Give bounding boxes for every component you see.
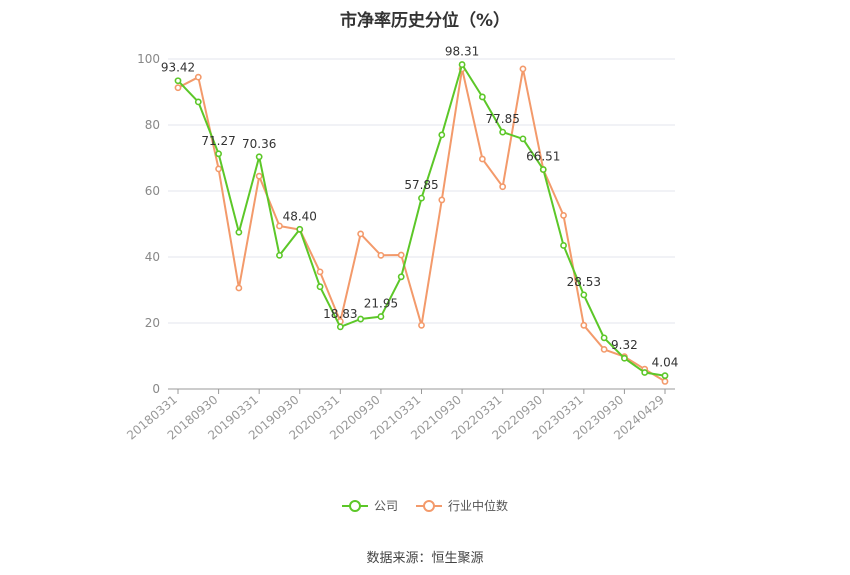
- data-point-company: [418, 194, 425, 202]
- data-point-industry: [519, 65, 527, 73]
- data-label: 70.36: [242, 137, 276, 151]
- data-label: 28.53: [567, 275, 601, 289]
- data-point-industry: [397, 251, 405, 259]
- data-point-company: [316, 283, 324, 291]
- data-point-company: [215, 150, 222, 158]
- y-tick-label: 0: [152, 382, 160, 396]
- data-point-industry: [600, 345, 608, 353]
- data-point-company: [478, 93, 486, 101]
- data-point-industry: [580, 321, 588, 329]
- data-label: 66.51: [526, 150, 560, 164]
- data-label: 71.27: [201, 134, 235, 148]
- data-point-company: [174, 77, 182, 85]
- data-point-industry: [357, 230, 365, 238]
- data-label: 77.85: [485, 112, 519, 126]
- data-label: 93.42: [161, 61, 195, 75]
- data-point-company: [377, 313, 385, 320]
- data-label: 48.40: [283, 209, 317, 223]
- data-point-industry: [499, 183, 507, 191]
- data-label: 18.83: [323, 307, 357, 321]
- legend-industry-symbol: [416, 499, 442, 513]
- legend-item-company[interactable]: 公司: [341, 497, 398, 514]
- data-point-company: [194, 98, 202, 106]
- axes: 0204060801002018033120180930201903312019…: [124, 52, 675, 443]
- data-point-industry: [235, 284, 243, 292]
- data-point-industry: [174, 84, 182, 92]
- data-source-note: 数据来源：恒生聚源: [366, 551, 484, 566]
- data-point-company: [519, 135, 527, 143]
- data-labels: 93.42 71.27 70.36 48.40 18.83 21.95 57.85 98.31…: [161, 45, 679, 370]
- data-point-industry: [478, 155, 486, 163]
- data-point-company: [357, 315, 365, 323]
- data-point-company: [600, 334, 608, 342]
- data-point-company: [276, 251, 283, 259]
- data-point-company: [641, 369, 649, 376]
- data-point-industry: [255, 172, 263, 180]
- data-point-company: [580, 291, 588, 299]
- data-point-company: [560, 242, 567, 249]
- legend-item-industry[interactable]: 行业中位数: [416, 497, 508, 514]
- data-point-company: [621, 354, 628, 362]
- data-label: 21.95: [364, 297, 398, 311]
- data-point-company: [438, 131, 446, 139]
- data-point-company: [296, 225, 304, 233]
- data-point-company: [539, 166, 547, 173]
- data-point-industry: [377, 251, 385, 259]
- data-point-company: [397, 273, 405, 281]
- data-label: 98.31: [445, 45, 479, 59]
- data-point-company: [661, 372, 669, 380]
- y-tick-label: 20: [145, 316, 160, 330]
- data-point-industry: [276, 222, 283, 230]
- y-tick-label: 60: [145, 184, 160, 198]
- data-point-industry: [194, 73, 202, 81]
- data-point-company: [336, 323, 344, 331]
- data-point-company: [235, 228, 243, 236]
- data-label: 9.32: [611, 338, 638, 352]
- data-label: 57.85: [404, 178, 438, 192]
- chart-title: 市净率历史分位（%）: [339, 11, 511, 31]
- data-point-industry: [438, 196, 446, 204]
- legend: 公司 行业中位数: [0, 497, 850, 514]
- data-label: 4.04: [652, 356, 679, 370]
- legend-company-label: 公司: [373, 499, 398, 513]
- data-point-company: [499, 128, 507, 136]
- data-point-industry: [661, 378, 669, 385]
- series-layer: [174, 61, 669, 385]
- data-point-industry: [418, 321, 425, 329]
- legend-industry-label: 行业中位数: [448, 499, 509, 513]
- y-tick-label: 80: [145, 118, 160, 132]
- data-point-company: [458, 61, 466, 68]
- data-point-industry: [560, 212, 567, 219]
- data-point-company: [255, 153, 263, 161]
- series-line-industry: [177, 67, 666, 383]
- y-tick-label: 100: [137, 52, 160, 66]
- data-point-industry: [215, 165, 222, 173]
- data-point-industry: [316, 268, 324, 276]
- legend-company-symbol: [341, 499, 368, 513]
- y-tick-label: 40: [145, 250, 160, 264]
